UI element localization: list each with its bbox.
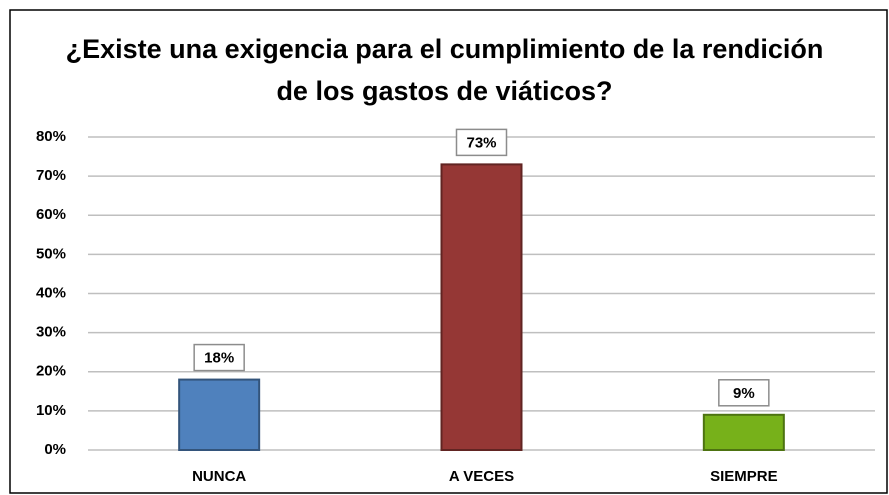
chart-title: ¿Existe una exigencia para el cumplimien… <box>65 34 824 106</box>
y-tick-label: 60% <box>36 206 66 223</box>
y-tick-label: 0% <box>44 441 66 458</box>
x-tick-label: SIEMPRE <box>710 468 778 485</box>
x-tick-label: NUNCA <box>192 468 246 485</box>
x-tick-label: A VECES <box>449 468 514 485</box>
y-tick-label: 40% <box>36 284 66 301</box>
data-label-box <box>193 343 245 372</box>
data-label-box <box>718 379 770 407</box>
chart-border <box>9 9 888 494</box>
data-label: 73% <box>466 134 496 151</box>
y-tick-label: 30% <box>36 324 66 341</box>
data-label: 9% <box>733 385 755 402</box>
data-label: 18% <box>204 350 234 367</box>
bar <box>178 378 261 452</box>
y-tick-label: 50% <box>36 245 66 262</box>
data-label-box <box>455 128 508 157</box>
y-tick-label: 20% <box>36 363 66 380</box>
y-tick-label: 70% <box>36 167 66 184</box>
bar <box>440 163 523 451</box>
bar <box>702 413 785 452</box>
y-tick-label: 10% <box>36 402 66 419</box>
y-tick-label: 80% <box>36 128 66 145</box>
